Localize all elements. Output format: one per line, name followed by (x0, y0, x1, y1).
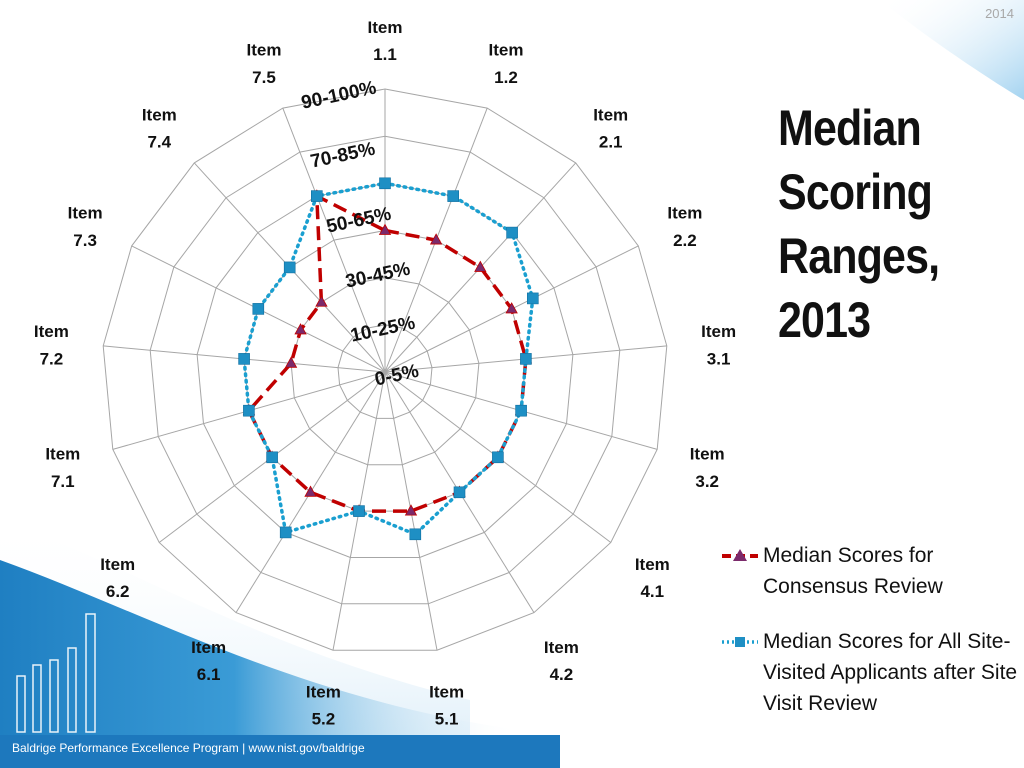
axis-label: Item 3.2 (690, 445, 725, 491)
axis-label: Item 7.4 (142, 105, 177, 151)
square-marker (310, 190, 323, 202)
square-marker (447, 190, 460, 202)
square-marker (409, 528, 422, 541)
axis-label: Item 1.2 (489, 41, 524, 87)
triangle-marker (304, 485, 317, 497)
axis-label: Item 7.1 (45, 445, 80, 491)
range-label: 10-25% (349, 313, 418, 347)
grid-spoke (282, 107, 386, 373)
triangle-marker (404, 504, 418, 516)
square-marker (266, 451, 278, 464)
triangle-marker (505, 302, 518, 314)
axis-label: Item 5.2 (306, 682, 341, 728)
dotted-square-icon (722, 637, 758, 647)
square-marker (379, 177, 391, 190)
legend-item-consensus: Median Scores for Consensus Review (720, 540, 1020, 602)
axis-label: Item 7.2 (34, 322, 69, 368)
square-marker (238, 353, 250, 365)
range-label: 30-45% (344, 259, 413, 293)
series-line-site-visit (242, 181, 535, 537)
series-line-consensus (246, 193, 528, 513)
chart-legend: Median Scores for Consensus Review Media… (720, 540, 1020, 743)
dashed-triangle-icon (722, 549, 758, 561)
grid-ring (102, 88, 668, 651)
square-marker (243, 404, 255, 417)
square-marker (252, 303, 265, 315)
axis-label: Item 7.5 (247, 41, 282, 87)
grid-ring (337, 324, 433, 419)
legend-label: Median Scores for Consensus Review (763, 544, 943, 598)
axis-label: Item 6.1 (191, 638, 226, 684)
triangle-marker (315, 295, 328, 307)
axis-label: Item 5.1 (429, 682, 464, 728)
legend-label: Median Scores for All Site-Visited Appli… (763, 630, 1018, 715)
title-line: 2013 (778, 292, 871, 348)
legend-item-site-visit: Median Scores for All Site-Visited Appli… (720, 626, 1020, 719)
title-line: Ranges, (778, 228, 940, 284)
square-marker (353, 505, 365, 517)
year-label: 2014 (985, 6, 1014, 21)
square-marker (453, 486, 466, 499)
axis-label: Item 6.2 (100, 555, 135, 601)
bar-logo-icon (16, 613, 96, 733)
square-marker (506, 226, 518, 239)
axis-labels: Item 1.1 Item 1.2 Item 2.1 Item 2.2 Item 3.1 Item 3… (34, 18, 736, 729)
triangle-marker (284, 356, 298, 368)
axis-label: Item 2.1 (593, 105, 628, 151)
grid-ring (149, 135, 621, 605)
axis-label: Item 7.3 (68, 204, 103, 250)
axis-label: Item 2.2 (667, 204, 702, 250)
square-marker (515, 404, 527, 417)
grid-ring (196, 182, 574, 558)
square-marker (283, 261, 296, 274)
triangle-marker (378, 223, 392, 235)
axis-label: Item 1.1 (368, 18, 403, 64)
square-marker (526, 292, 539, 305)
title-line: Median (778, 100, 922, 156)
range-label: 90-100% (299, 77, 378, 113)
axis-label: Item 3.1 (701, 322, 736, 368)
triangle-marker (474, 260, 487, 272)
radar-series (238, 177, 539, 541)
triangle-marker (294, 323, 307, 335)
triangle-marker (429, 233, 443, 245)
range-label: 0-5% (373, 361, 421, 391)
square-marker (492, 451, 504, 464)
square-marker (520, 353, 532, 365)
footer-text: Baldrige Performance Excellence Program … (12, 741, 365, 755)
axis-label: Item 4.2 (544, 638, 579, 684)
square-marker (279, 526, 292, 539)
title-line: Scoring (778, 164, 933, 220)
axis-label: Item 4.1 (635, 555, 670, 601)
slide-title: Median Scoring Ranges, 2013 (778, 96, 976, 352)
